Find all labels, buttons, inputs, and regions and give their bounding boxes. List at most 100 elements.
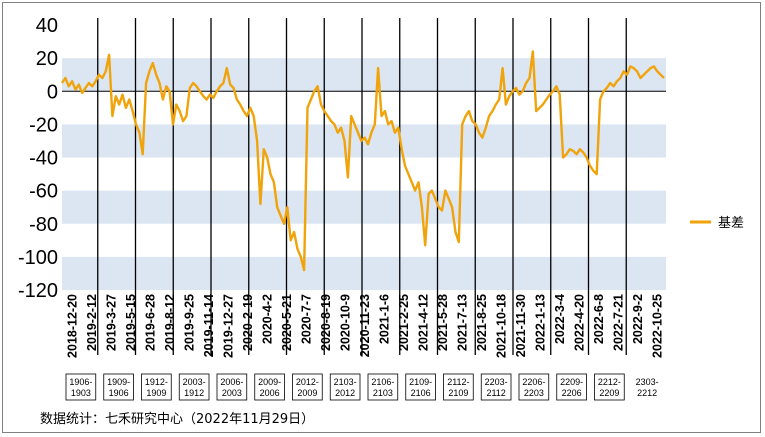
- x-tick-label: 2022-7-21: [611, 294, 625, 351]
- contract-switch-label: 2012: [335, 388, 355, 398]
- grid-band-2: [62, 190, 666, 224]
- x-tick-label: 2021-10-18: [494, 294, 508, 358]
- x-tick-label: 2021-11-30: [514, 294, 528, 357]
- x-tick-label: 2019-5-15: [124, 294, 138, 351]
- contract-switch-label: 1906-: [69, 377, 92, 387]
- contract-switch-box-border: [518, 373, 550, 401]
- contract-switch-label: 1912-: [145, 377, 168, 387]
- x-tick-label: 2022-4-20: [572, 294, 586, 351]
- contract-switch-boxes: 1906-19031909-19061912-19092003-19122006…: [65, 373, 659, 401]
- y-tick-label: 20: [36, 48, 58, 70]
- contract-switch-label: 2009: [297, 388, 317, 398]
- contract-switch-label: 2203-: [485, 377, 508, 387]
- x-tick-label: 2021-5-28: [436, 294, 450, 351]
- x-tick-label: 2019-3-27: [105, 294, 119, 351]
- x-tick-label: 2021-8-25: [475, 294, 489, 351]
- contract-switch-label: 2106: [411, 388, 431, 398]
- contract-switch-box: 2012-2009: [292, 373, 323, 401]
- contract-switch-box-border: [178, 373, 210, 401]
- source-note: 数据统计：七禾研究中心（2022年11月29日）: [40, 412, 314, 427]
- contract-switch-box-border: [367, 373, 399, 401]
- contract-switch-box-border: [594, 373, 625, 401]
- grid-bands: [62, 58, 666, 290]
- contract-switch-label: 1903: [71, 388, 91, 398]
- contract-switch-box: 1909-1906: [103, 373, 134, 401]
- contract-switch-box-border: [65, 373, 97, 401]
- y-tick-label: -80: [29, 214, 58, 236]
- contract-switch-box: 2303-2212: [636, 377, 659, 398]
- x-tick-label: 2021-4-12: [416, 294, 430, 351]
- grid-band-0: [62, 58, 666, 92]
- x-tick-label: 2021-1-6: [377, 294, 391, 344]
- contract-switch-box: 1912-1909: [141, 373, 172, 401]
- contract-switch-label: 2106-: [371, 377, 394, 387]
- contract-switch-label: 2209-: [560, 377, 583, 387]
- x-axis-ticks: 2018-12-20 2019-2-12 2019-3-27 2019-5-15 201…: [66, 294, 665, 358]
- x-tick-label: 2019-11-14: [202, 294, 216, 357]
- contract-switch-box-border: [103, 373, 134, 401]
- x-tick-label: 2022-6-8: [592, 294, 606, 344]
- contract-switch-box-border: [141, 373, 172, 401]
- contract-switch-label: 1909: [146, 388, 166, 398]
- contract-switch-label: 2003-: [183, 377, 206, 387]
- y-tick-label: -100: [18, 247, 58, 269]
- contract-switch-label: 2003: [222, 388, 242, 398]
- contract-switch-box: 2106-2103: [367, 373, 399, 401]
- contract-switch-box: 1906-1903: [65, 373, 97, 401]
- contract-switch-box: 2209-2206: [556, 373, 587, 401]
- grid-band-3: [62, 256, 666, 290]
- y-tick-label: -40: [29, 148, 58, 170]
- contract-switch-box: 2003-1912: [178, 373, 210, 401]
- contract-switch-box-border: [254, 373, 285, 401]
- contract-switch-label: 1912: [184, 388, 204, 398]
- x-tick-label: 2020-4-2: [261, 294, 275, 344]
- grid-band-1: [62, 124, 666, 158]
- contract-switch-label: 2109-: [409, 377, 432, 387]
- contract-switch-label: 2212-: [598, 377, 621, 387]
- contract-switch-label: 2212: [637, 388, 657, 398]
- contract-switch-label: 2012-: [296, 377, 319, 387]
- y-tick-label: 0: [47, 81, 58, 103]
- contract-switch-box-border: [329, 373, 361, 401]
- contract-switch-box: 2109-2106: [405, 373, 436, 401]
- contract-switch-label: 2103: [373, 388, 393, 398]
- y-tick-label: -60: [29, 181, 58, 203]
- x-tick-label: 2022-9-2: [631, 294, 645, 344]
- contract-switch-box-border: [443, 373, 474, 401]
- contract-switch-box: 2212-2209: [594, 373, 625, 401]
- contract-switch-box-border: [556, 373, 587, 401]
- contract-switch-box: 2206-2203: [518, 373, 550, 401]
- contract-switch-box-border: [405, 373, 436, 401]
- legend-label: 基差: [718, 216, 744, 231]
- x-tick-label: 2022-10-25: [650, 294, 664, 358]
- x-tick-label: 2020-5-21: [280, 294, 294, 351]
- x-tick-label: 2020-2-19: [241, 294, 255, 351]
- x-tick-label: 2019-6-28: [144, 294, 158, 351]
- contract-switch-label: 1906: [109, 388, 129, 398]
- x-tick-label: 2019-2-12: [85, 294, 99, 351]
- contract-switch-label: 2112-: [447, 377, 469, 387]
- x-tick-label: 2020-7-7: [300, 294, 314, 344]
- contract-switch-label: 2203: [524, 388, 544, 398]
- y-tick-label: -20: [29, 114, 58, 136]
- legend: 基差: [690, 216, 744, 231]
- contract-switch-box: 2006-2003: [216, 373, 248, 401]
- contract-switch-box: 2103-2012: [329, 373, 361, 401]
- x-tick-label: 2019-12-27: [222, 294, 236, 358]
- contract-switch-box: 2203-2112: [480, 373, 512, 401]
- contract-switch-box-border: [292, 373, 323, 401]
- contract-switch-box-border: [480, 373, 512, 401]
- x-tick-label: 2022-1-13: [533, 294, 547, 351]
- contract-switch-label: 2103-: [334, 377, 357, 387]
- x-tick-label: 2021-2-25: [397, 294, 411, 351]
- x-tick-label: 2020-11-23: [358, 294, 372, 357]
- contract-switch-label: 2303-: [636, 377, 659, 387]
- series-line-basis: [61, 50, 665, 272]
- contract-switch-box: 2009-2006: [254, 373, 285, 401]
- x-tick-label: 2019-9-25: [183, 294, 197, 351]
- contract-switch-label: 2112: [486, 388, 505, 398]
- y-tick-label: -120: [18, 280, 58, 302]
- y-axis-ticks: 40 20 0 -20 -40 -60 -80 -100 -120: [18, 15, 58, 302]
- y-tick-label: 40: [36, 15, 58, 37]
- x-tick-label: 2018-12-20: [66, 294, 80, 358]
